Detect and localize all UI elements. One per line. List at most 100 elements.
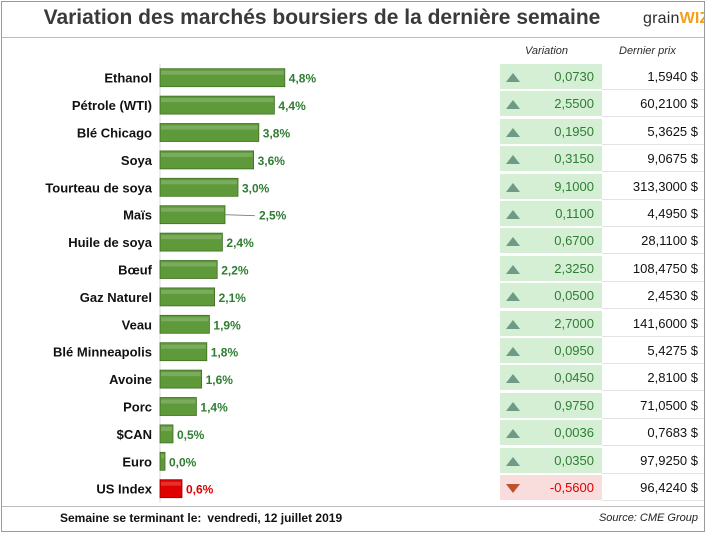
category-label: US Index [96, 482, 152, 497]
price-value: 60,2100 $ [602, 91, 704, 118]
bar-highlight [161, 180, 237, 185]
bar-10 [159, 314, 210, 334]
table-row: 0,0036 0,7683 $ [500, 420, 704, 447]
price-value: 2,4530 $ [602, 283, 704, 310]
arrow-up-icon [506, 292, 520, 302]
bar-value-label: 4,4% [278, 99, 306, 113]
bar-value-label: 0,5% [177, 428, 205, 442]
bar-16 [159, 479, 183, 499]
arrow-up-icon [506, 100, 520, 110]
bar-1 [159, 68, 286, 88]
category-label: Bœuf [118, 263, 153, 278]
category-label: Euro [122, 454, 152, 469]
variation-value: 0,1950 [554, 123, 594, 139]
bar-highlight [161, 152, 253, 157]
arrow-up-icon [506, 347, 520, 356]
category-label: Maïs [123, 208, 152, 223]
variation-value: 2,5500 [554, 96, 594, 112]
table-row: 0,0500 2,4530 $ [500, 283, 704, 310]
variation-value: -0,5600 [549, 480, 594, 495]
table-row: 0,0450 2,8100 $ [500, 365, 704, 392]
category-label: Veau [122, 317, 152, 332]
bar-3 [159, 123, 260, 142]
variation-cell: 2,3250 [500, 255, 602, 282]
table-row: 0,1950 5,3625 $ [500, 118, 704, 145]
label-leader-line [224, 214, 256, 217]
source-note: Source: CME Group [598, 512, 698, 524]
variation-cell: 9,1000 [500, 173, 602, 200]
category-label: Avoine [109, 372, 152, 387]
arrow-up-icon [506, 319, 520, 329]
table-row: 0,0350 97,9250 $ [500, 447, 704, 474]
week-date: vendredi, 12 juillet 2019 [207, 511, 343, 525]
logo-text: grain [643, 10, 680, 27]
variation-value: 0,6700 [554, 233, 594, 249]
bar-highlight [161, 317, 209, 322]
table-row: 2,3250 108,4750 $ [500, 255, 704, 282]
price-value: 1,5940 $ [602, 64, 704, 90]
page-title: Variation des marchés boursiers de la de… [43, 6, 601, 29]
category-label: Blé Chicago [77, 126, 152, 141]
bar-4 [159, 150, 254, 170]
price-column-header: Dernier prix [619, 45, 676, 57]
arrow-up-icon [506, 155, 520, 165]
bar-15 [159, 451, 166, 471]
arrow-up-icon [506, 210, 520, 219]
bar-value-label: 2,1% [219, 291, 247, 305]
variation-cell: 0,0450 [500, 365, 602, 392]
price-value: 313,3000 $ [602, 174, 704, 200]
variation-value: 0,3150 [554, 151, 594, 167]
variation-value: 2,3250 [554, 260, 594, 276]
bar-highlight [161, 289, 214, 294]
category-label: Blé Minneapolis [53, 345, 152, 360]
variation-value: 9,1000 [554, 178, 594, 194]
variation-column-header: Variation [525, 45, 569, 57]
category-label: $CAN [117, 427, 152, 442]
bar-9 [159, 287, 215, 307]
variation-cell: -0,5600 [500, 475, 602, 501]
bar-highlight [161, 235, 222, 240]
bar-highlight [161, 426, 172, 431]
arrow-down-icon [506, 484, 520, 493]
footer-divider [2, 506, 704, 507]
bar-highlight [161, 125, 258, 130]
table-row: 2,7000 141,6000 $ [500, 310, 704, 337]
variation-cell: 0,6700 [500, 228, 602, 255]
price-value: 4,4950 $ [602, 201, 704, 227]
variation-cell: 0,0730 [500, 64, 602, 90]
arrow-up-icon [506, 182, 520, 192]
bar-value-label: 0,6% [186, 483, 214, 497]
price-value: 97,9250 $ [602, 448, 704, 474]
price-value: 108,4750 $ [602, 256, 704, 282]
variation-cell: 0,0036 [500, 420, 602, 447]
arrow-up-icon [506, 264, 520, 274]
arrow-up-icon [506, 237, 520, 247]
variation-cell: 0,1100 [500, 201, 602, 227]
logo-accent: WIZ [679, 10, 704, 27]
bar-14 [159, 424, 174, 444]
bar-highlight [161, 454, 164, 459]
arrow-up-icon [506, 127, 520, 137]
table-row: 0,6700 28,1100 $ [500, 228, 704, 255]
table-row: 0,0950 5,4275 $ [500, 338, 704, 364]
bar-value-label: 4,8% [289, 72, 317, 86]
bar-highlight [161, 372, 201, 377]
price-value: 141,6000 $ [602, 311, 704, 337]
bar-11 [159, 342, 208, 362]
week-ending: Semaine se terminant le: vendredi, 12 jui… [60, 511, 342, 525]
variation-value: 0,0036 [554, 425, 594, 441]
table-row: 0,3150 9,0675 $ [500, 146, 704, 173]
variation-value: 0,0950 [554, 343, 594, 358]
variation-value: 0,1100 [555, 206, 594, 221]
variation-value: 0,9750 [554, 397, 594, 413]
price-value: 5,4275 $ [602, 338, 704, 364]
bar-value-label: 1,8% [211, 346, 239, 360]
variation-cell: 0,3150 [500, 146, 602, 173]
category-label: Pétrole (WTI) [72, 98, 152, 113]
variation-cell: 2,7000 [500, 310, 602, 337]
variation-value: 0,0730 [554, 69, 594, 84]
bar-value-label: 2,4% [226, 236, 254, 250]
bar-2 [159, 95, 275, 115]
bar-7 [159, 232, 223, 252]
bar-value-label: 1,6% [206, 373, 234, 387]
